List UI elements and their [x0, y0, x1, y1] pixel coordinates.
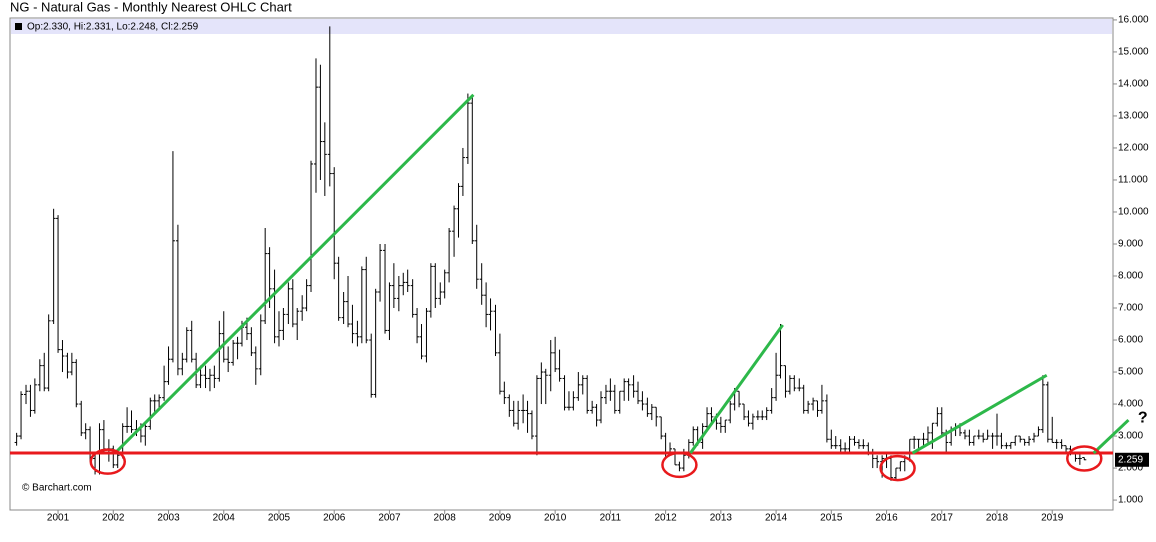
source: © Barchart.com [22, 483, 92, 494]
y-tick-label: 6.000 [1118, 335, 1143, 346]
x-tick-label: 2014 [765, 513, 788, 524]
y-tick-label: 10.000 [1118, 207, 1149, 218]
y-tick-label: 14.000 [1118, 79, 1149, 90]
plot-frame [9, 17, 1114, 511]
price-box [1115, 452, 1149, 467]
x-tick-label: 2018 [986, 513, 1009, 524]
y-tick-label: 11.000 [1118, 175, 1148, 186]
x-tick-label: 2015 [820, 513, 843, 524]
x-tick-label: 2009 [489, 513, 512, 524]
x-tick-label: 2001 [47, 513, 70, 524]
x-tick-label: 2012 [654, 513, 677, 524]
info-label: Op:2.330, Hi:2.331, Lo:2.248, Cl:2.259 [27, 22, 199, 33]
highlight-circle [879, 454, 916, 482]
x-tick-label: 2013 [710, 513, 733, 524]
y-tick-label: 5.000 [1118, 367, 1143, 378]
y-tick-label: 1.000 [1118, 495, 1143, 506]
trend-line [911, 373, 1048, 455]
y-tick-label: 8.000 [1118, 271, 1143, 282]
x-tick-label: 2016 [875, 513, 898, 524]
x-tick-label: 2011 [600, 513, 622, 524]
y-tick-label: 3.000 [1118, 431, 1143, 442]
x-tick-label: 2019 [1041, 513, 1064, 524]
highlight-circle [661, 451, 698, 479]
trend-line [1092, 418, 1130, 455]
x-tick-label: 2007 [378, 513, 401, 524]
y-tick-label: 13.000 [1118, 111, 1149, 122]
info-square [15, 23, 22, 30]
x-tick-label: 2003 [157, 513, 180, 524]
x-tick-label: 2006 [323, 513, 346, 524]
highlight-circle [1066, 445, 1103, 472]
y-tick-label: 9.000 [1118, 239, 1143, 250]
price-label: 2.259 [1118, 454, 1143, 465]
y-tick-label: 7.000 [1118, 303, 1143, 314]
info-band [11, 19, 1112, 34]
y-tick-label: 12.000 [1118, 143, 1149, 154]
x-tick-label: 2002 [102, 513, 125, 524]
y-tick-label: 4.000 [1118, 399, 1143, 410]
x-tick-label: 2008 [434, 513, 457, 524]
x-tick-label: 2004 [213, 513, 236, 524]
annotation: ? [1138, 410, 1148, 427]
trend-line [114, 93, 475, 454]
x-tick-label: 2005 [268, 513, 291, 524]
y-tick-label: 2.000 [1118, 463, 1143, 474]
y-tick-label: 15.000 [1118, 47, 1149, 58]
trend-line [689, 324, 784, 454]
y-tick-label: 16.000 [1118, 15, 1149, 26]
chart-title: NG - Natural Gas - Monthly Nearest OHLC … [10, 0, 292, 14]
highlight-circle [89, 448, 127, 475]
x-tick-label: 2010 [544, 513, 567, 524]
x-tick-label: 2017 [931, 513, 954, 524]
